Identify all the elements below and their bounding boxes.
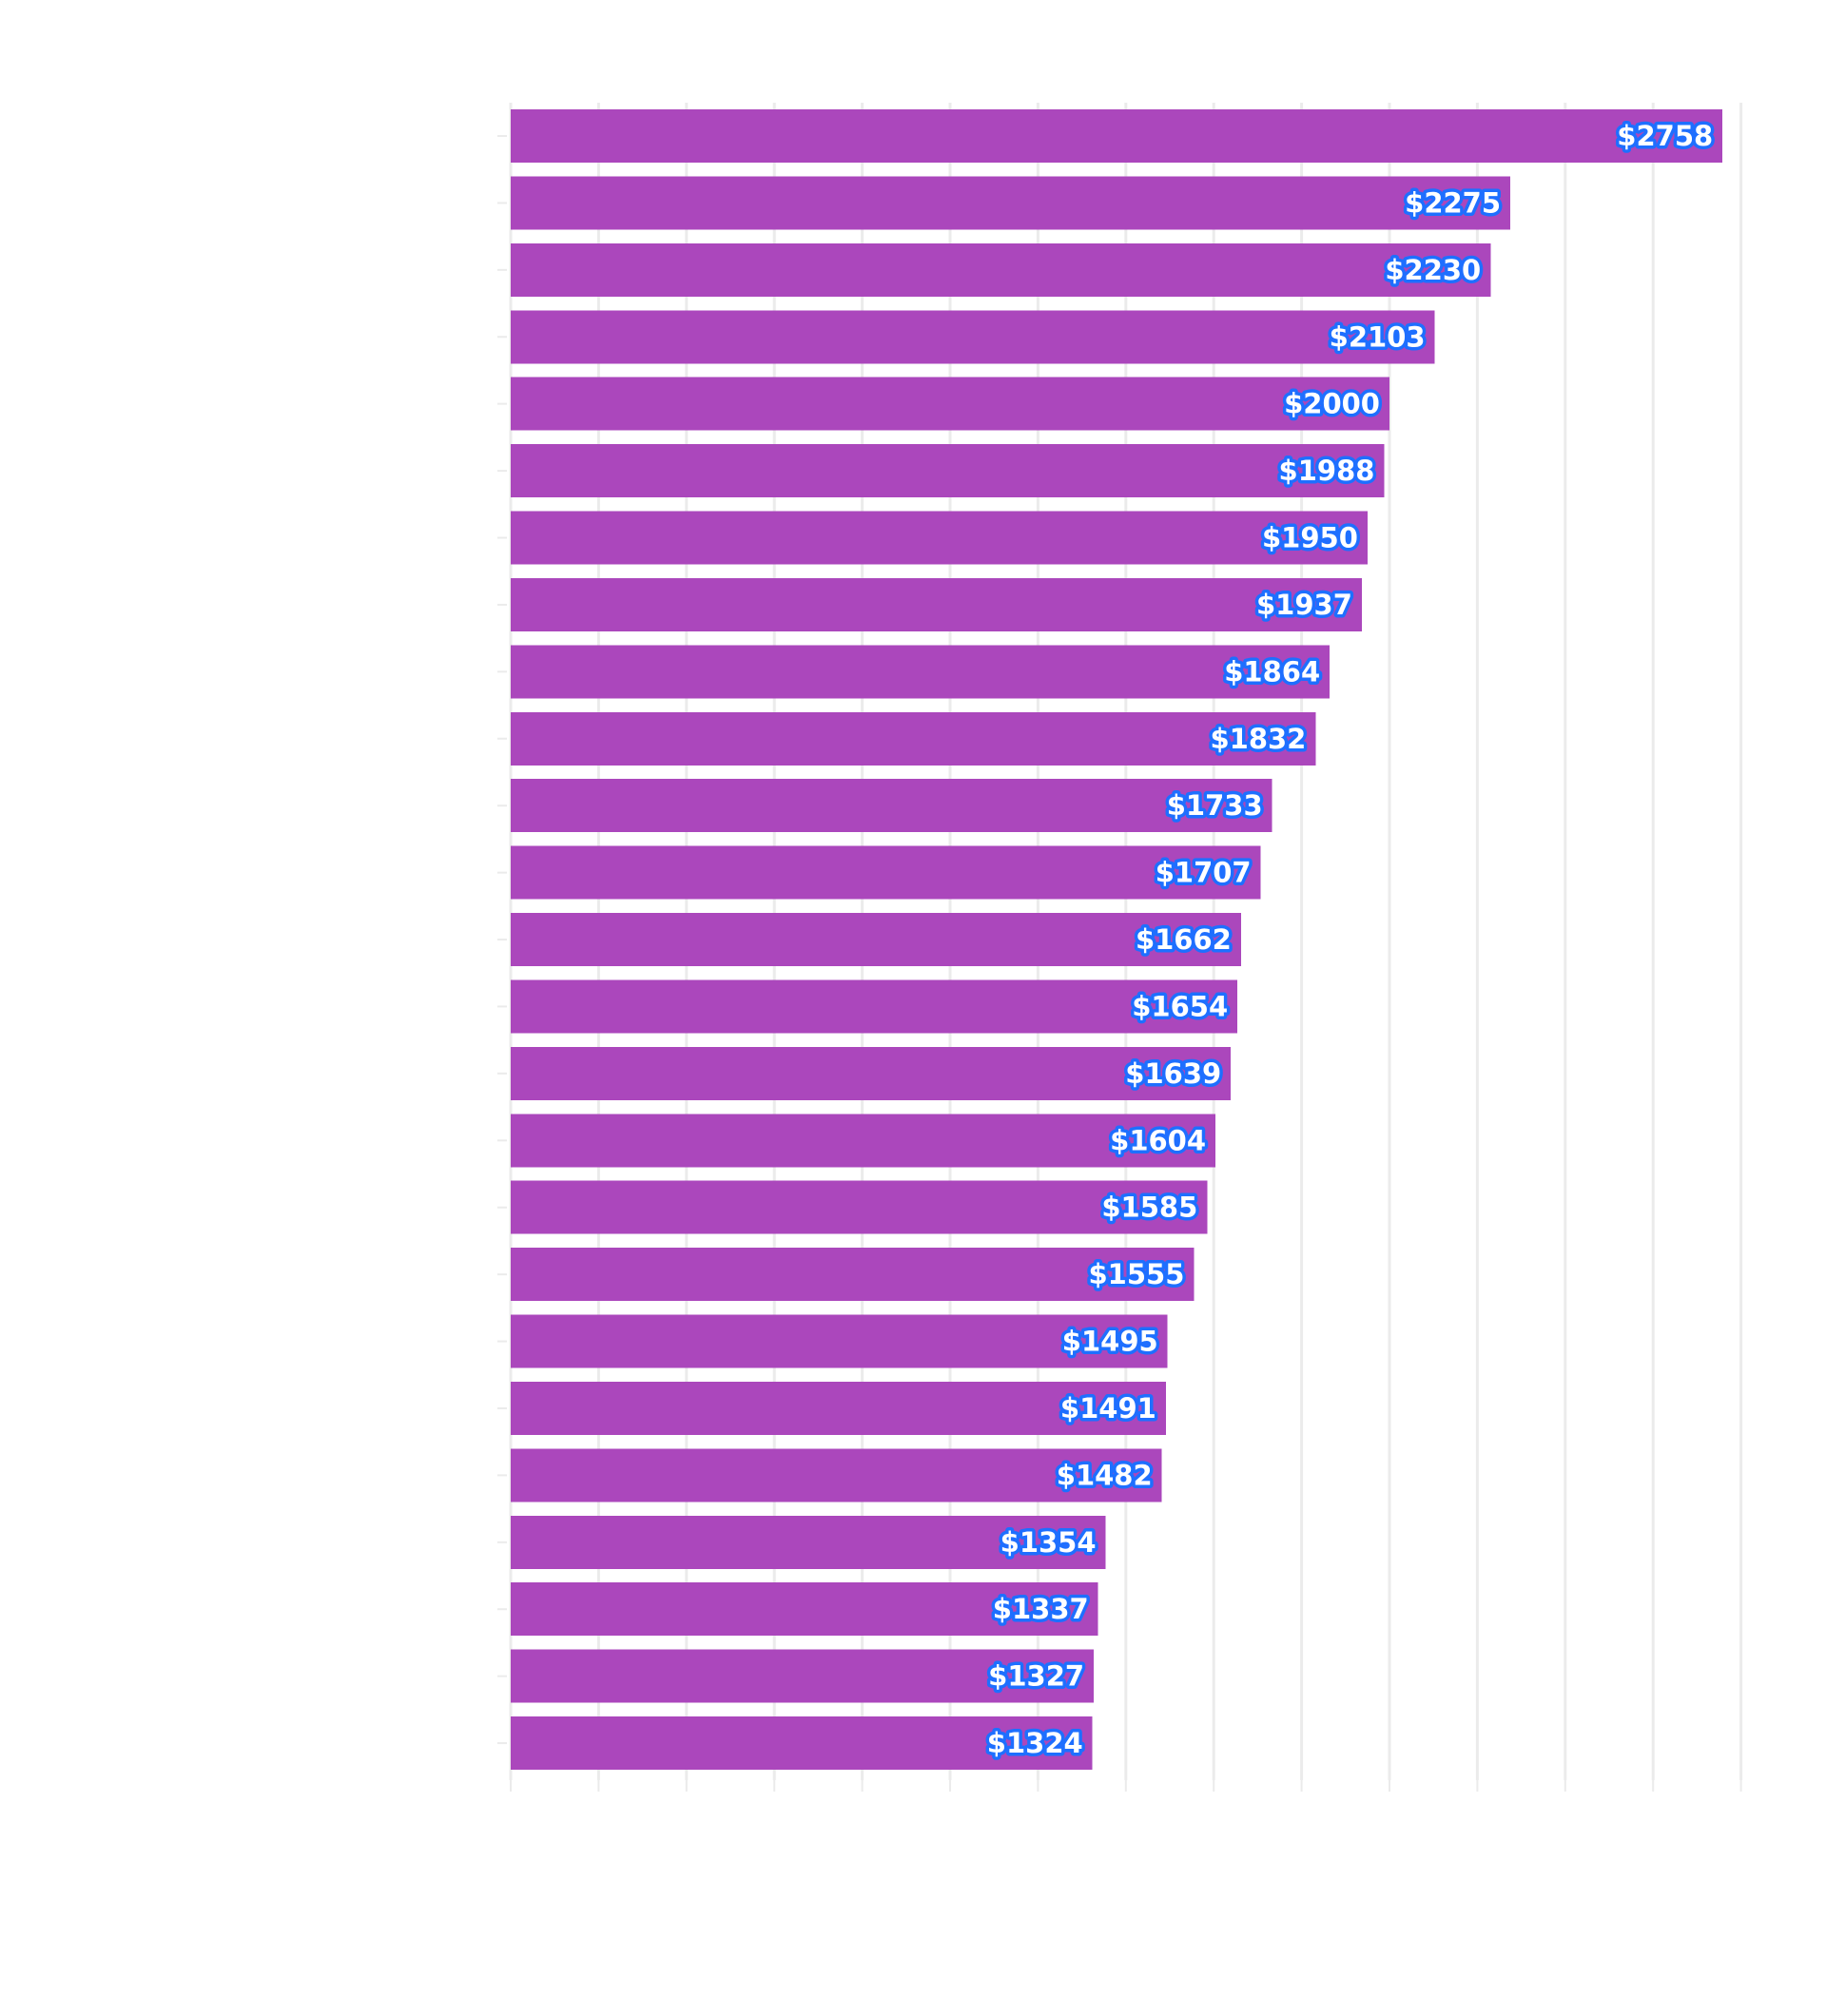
data-label: $1639: [1125, 1057, 1221, 1090]
bar: [511, 1649, 1095, 1703]
data-label: $1324: [987, 1727, 1083, 1759]
data-label: $1482: [1057, 1459, 1153, 1491]
bar: [511, 711, 1316, 766]
data-label: $1988: [1279, 455, 1375, 487]
data-label: $1327: [988, 1660, 1084, 1693]
data-label: $1950: [1262, 522, 1358, 554]
data-label: $1337: [993, 1593, 1089, 1625]
bar: [511, 1448, 1162, 1502]
data-label: $1555: [1089, 1258, 1185, 1290]
bar: [511, 1314, 1168, 1368]
data-label: $1832: [1210, 723, 1306, 755]
data-label: $1937: [1256, 589, 1352, 621]
bar: [511, 779, 1272, 833]
data-label: $2275: [1405, 186, 1501, 219]
bar: [511, 979, 1238, 1034]
bar: [511, 176, 1511, 230]
bar: [511, 444, 1385, 498]
bar: [511, 1114, 1216, 1168]
bar: [511, 913, 1241, 967]
data-label: $1495: [1062, 1326, 1158, 1358]
data-label: $1707: [1156, 857, 1252, 889]
bar: [511, 1582, 1098, 1637]
data-label: $1585: [1101, 1192, 1197, 1224]
data-label: $1491: [1060, 1392, 1156, 1425]
bar: [511, 310, 1435, 364]
bar: [511, 1515, 1106, 1569]
bar: [511, 1381, 1166, 1435]
data-label: $1654: [1132, 990, 1228, 1022]
data-label: $1662: [1136, 923, 1232, 956]
bar: [511, 511, 1368, 565]
data-label: $1864: [1224, 655, 1320, 688]
data-label: $1354: [1000, 1526, 1097, 1559]
bar: [511, 577, 1362, 631]
data-label: $1604: [1110, 1124, 1206, 1156]
bar: [511, 1046, 1232, 1100]
bar: [511, 1248, 1195, 1302]
bars: [511, 109, 1723, 1771]
axis-ticks: [497, 135, 1742, 1792]
bar: [511, 1716, 1093, 1771]
data-label: $1733: [1167, 789, 1263, 822]
data-label: $2230: [1385, 254, 1481, 286]
bar: [511, 109, 1723, 163]
bar: [511, 242, 1491, 297]
data-labels: $2758 $2275 $2230 $2103 $2000 $1988 $1950 $1937…: [983, 117, 1716, 1763]
data-label: $2000: [1284, 388, 1380, 420]
bar: [511, 377, 1389, 431]
data-label: $2758: [1617, 120, 1713, 152]
bar: [511, 645, 1331, 699]
data-label: $2103: [1330, 320, 1426, 353]
bar: [511, 845, 1261, 900]
bar: [511, 1180, 1208, 1234]
